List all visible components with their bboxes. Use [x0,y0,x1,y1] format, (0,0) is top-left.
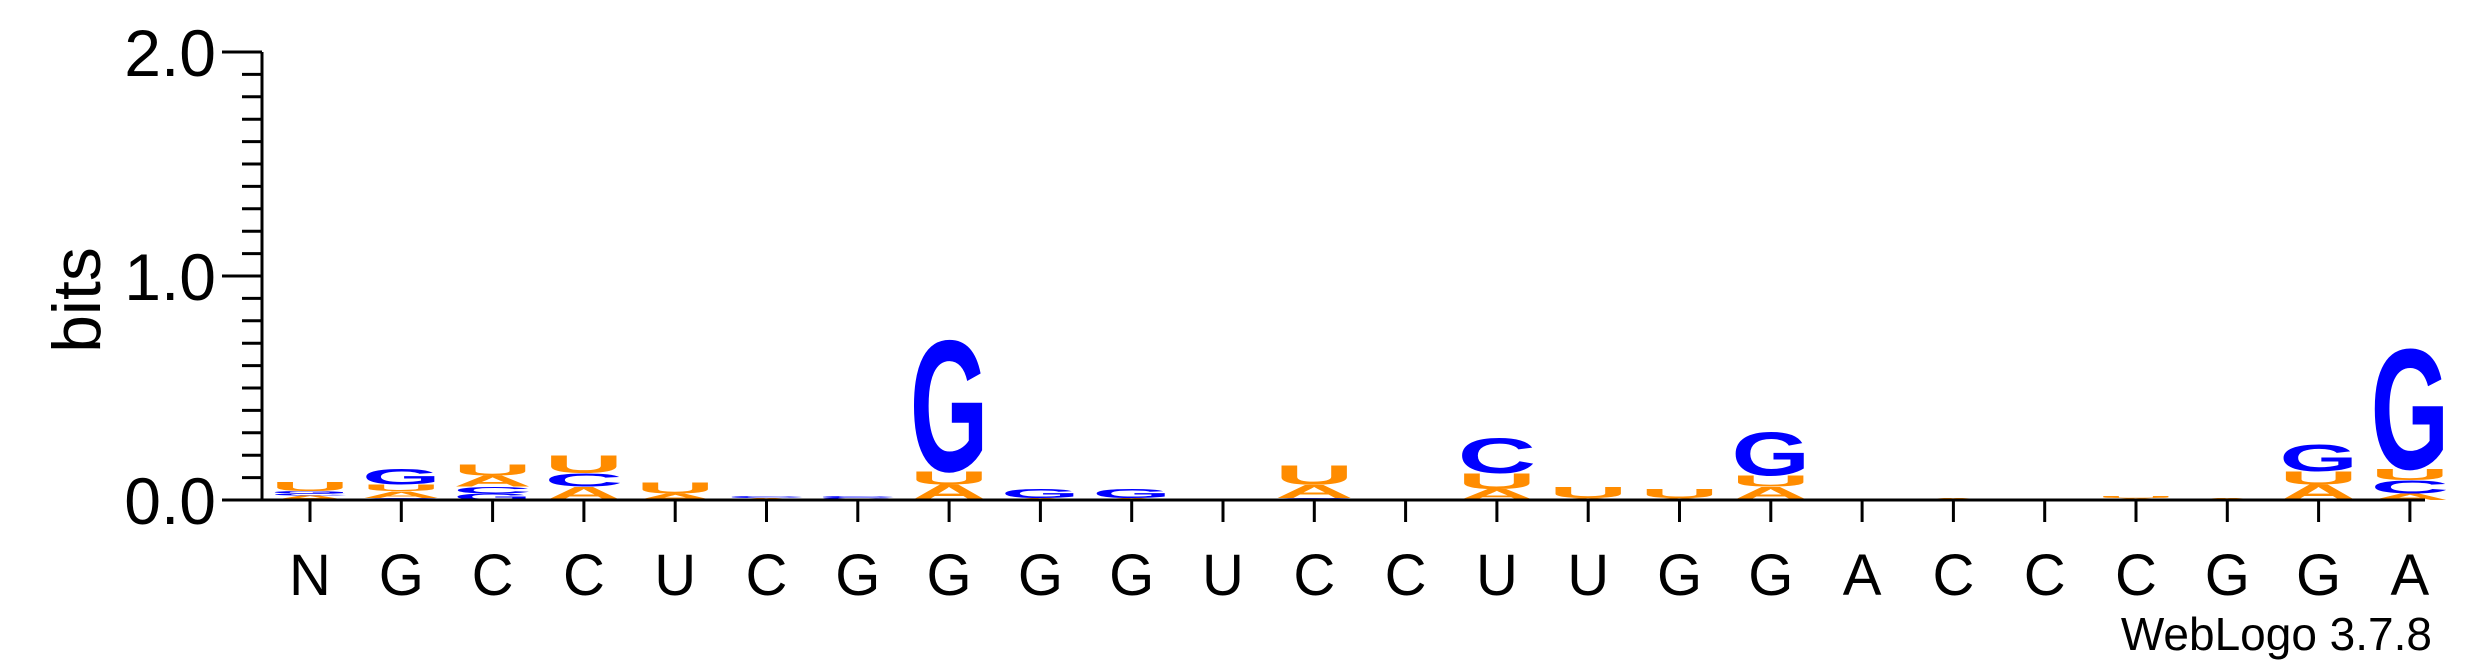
logo-letter-G: G [1092,487,1171,501]
y-tick-label: 1.0 [124,240,216,314]
logo-letter-U: U [271,480,350,494]
logo-letter-C: C [727,495,806,498]
x-tick-label: G [927,543,972,608]
logo-letter-A: A [271,494,350,501]
logo-letter-U: U [1549,484,1628,501]
logo-letter-G: G [271,490,349,494]
logo-letter-A: A [2371,492,2450,502]
logo-letter-G: G [1001,487,1080,501]
x-tick-label: C [472,543,514,608]
logo-letter-C: C [271,493,350,496]
x-tick-label: N [289,543,331,608]
logo-letter-G: G [1732,419,1811,489]
y-axis: 0.0 1.0 2.0 [124,16,264,538]
x-tick-label: C [2024,543,2066,608]
y-tick-label: 0.0 [124,464,216,538]
logo-letter-U: U [636,479,715,496]
logo-letter-U: U [1732,473,1811,490]
x-tick-label: A [1843,543,1882,608]
logo-letter-U: U [2097,495,2176,498]
logo-letter-G: G [2279,437,2357,479]
x-tick-label: A [2391,543,2430,608]
logo-letter-A: A [362,489,441,499]
logo-letter-C: C [1458,428,1537,484]
x-tick-label: G [835,543,880,608]
x-tick-label: C [563,543,605,608]
x-tick-label: U [654,543,696,608]
x-tick-label: G [1109,543,1154,608]
logo-letter-G: G [910,301,989,510]
x-tick-label: C [1293,543,1335,608]
y-tick-label: 2.0 [124,16,216,90]
logo-stacks: ACGUCAUGGCAUACUAUACGCAUGAGAGCAUAUCAUAUAU… [271,301,2449,510]
logo-letter-C: C [545,469,624,490]
x-tick-label: G [1748,543,1793,608]
x-tick-label: G [1018,543,1063,608]
logo-letter-U: U [910,467,989,488]
x-tick-label: C [1932,543,1974,608]
logo-letter-C: C [453,485,532,495]
x-tick-label: C [1385,543,1427,608]
x-tick-label: U [1202,543,1244,608]
logo-letter-G: G [362,465,440,489]
logo-letter-A: A [636,492,715,502]
logo-letter-G: G [2371,312,2450,505]
x-tick-label: G [379,543,424,608]
logo-letter-U: U [2279,467,2358,488]
weblogo-version-footer: WebLogo 3.7.8 [2121,608,2432,660]
logo-letter-U: U [2371,466,2450,483]
x-tick-label: U [1476,543,1518,608]
logo-letter-U: U [453,461,532,478]
y-axis-label: bits [39,247,115,353]
x-tick-label: C [746,543,788,608]
x-tick-label: G [2296,543,2341,608]
x-tick-label: C [2115,543,2157,608]
logo-letter-U: U [362,483,441,493]
x-tick-label: G [1657,543,1702,608]
logo-letter-U: U [545,451,624,479]
x-tick-label: G [2205,543,2250,608]
logo-letter-G: G [453,492,532,502]
logo-letter-U: U [1640,487,1719,501]
logo-letter-C: C [819,495,898,498]
logo-letter-U: U [1458,469,1537,494]
x-tick-label: U [1567,543,1609,608]
logo-letter-C: C [2371,476,2450,497]
logo-letter-A: A [453,473,532,490]
logo-letter-A: A [1275,481,1354,502]
logo-letter-U: U [1275,459,1354,491]
